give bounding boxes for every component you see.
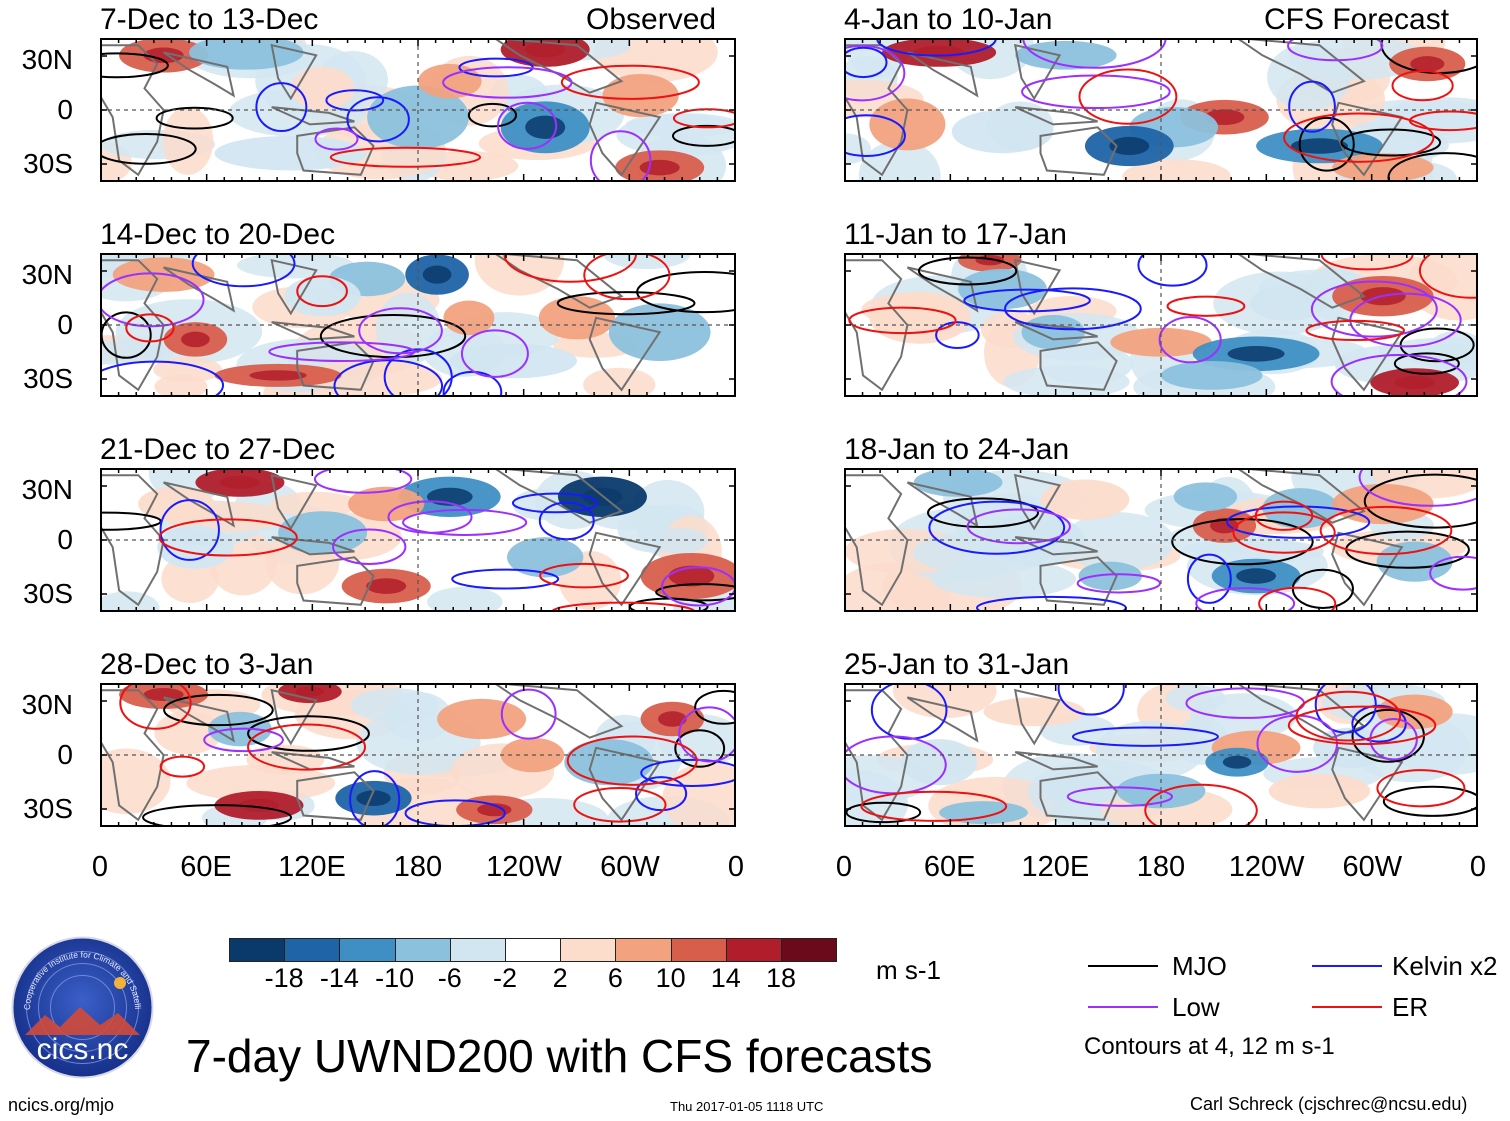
footer-credit: Carl Schreck (cjschrec@ncsu.edu) (1190, 1094, 1468, 1114)
x-axis-label: 120W (486, 851, 562, 883)
x-axis-label: 60W (1342, 851, 1403, 883)
y-axis-label: 30S (23, 578, 73, 609)
panel-date-label: 18-Jan to 24-Jan (844, 433, 1070, 466)
colorbar-swatch (229, 938, 286, 962)
colorbar-tick-label: 10 (655, 963, 686, 993)
x-axis-label: 0 (91, 851, 109, 883)
colorbar-tick-label: 18 (765, 963, 797, 993)
panel-date-label: 7-Dec to 13-Dec (100, 3, 319, 36)
map-panel-obs-1 (100, 38, 736, 182)
panel-date-label: 4-Jan to 10-Jan (844, 3, 1053, 36)
colorbar-units: m s-1 (876, 955, 941, 985)
x-axis-label: 0 (835, 851, 853, 883)
colorbar-swatch (394, 938, 451, 962)
y-axis-label: 30N (21, 259, 73, 290)
legend-line-er (1312, 1006, 1382, 1008)
colorbar-swatch (560, 938, 617, 962)
legend-line-kelvin (1312, 965, 1382, 967)
map-panel-fcst-2 (844, 253, 1478, 397)
colorbar-tick-label: 14 (710, 963, 741, 993)
colorbar-swatch (781, 938, 838, 962)
y-axis-label: 0 (57, 94, 73, 125)
x-axis-label: 120W (1228, 851, 1305, 883)
y-axis-label: 0 (57, 309, 73, 340)
colorbar-tick-label: -6 (437, 963, 462, 993)
y-axis-label: 0 (57, 524, 73, 555)
map-panel-fcst-3 (844, 468, 1478, 612)
colorbar-tick-label: 2 (552, 963, 568, 993)
chart-title: 7-day UWND200 with CFS forecasts (186, 1030, 933, 1082)
colorbar-tick-label: 6 (607, 963, 623, 993)
map-panel-obs-4 (100, 683, 736, 827)
map-panel-obs-2 (100, 253, 736, 397)
x-axis-label: 60W (600, 851, 660, 883)
colorbar-tick-label: -14 (319, 963, 359, 993)
y-axis-label: 30S (23, 793, 73, 824)
y-axis-label: 30N (21, 44, 73, 75)
footer-url: ncics.org/mjo (8, 1095, 115, 1115)
legend-label-kelvin: Kelvin x2 (1392, 951, 1498, 981)
x-axis-label: 120E (1021, 851, 1090, 883)
panel-date-label: 14-Dec to 20-Dec (100, 218, 336, 251)
x-axis-label: 60E (180, 851, 232, 883)
x-axis-label: 60E (923, 851, 976, 883)
x-axis-label: 180 (393, 851, 443, 883)
panel-date-label: 21-Dec to 27-Dec (100, 433, 336, 466)
panel-date-label: 11-Jan to 17-Jan (844, 218, 1067, 251)
y-axis-label: 30N (21, 689, 73, 720)
colorbar-swatch (449, 938, 506, 962)
colorbar-swatch (339, 938, 396, 962)
x-axis-label: 120E (278, 851, 346, 883)
panel-date-label: 28-Dec to 3-Jan (100, 648, 314, 681)
cics-logo: Cooperative Institute for Climate and Sa… (10, 935, 154, 1079)
map-panel-fcst-1 (844, 38, 1478, 182)
logo-text: cics.nc (37, 1033, 129, 1066)
y-axis-label: 30N (21, 474, 73, 505)
footer-timestamp: Thu 2017-01-05 1118 UTC (670, 1099, 824, 1114)
colorbar-swatch (725, 938, 782, 962)
panel-header-right: CFS Forecast (1264, 3, 1450, 36)
legend-label-low: Low (1172, 992, 1220, 1022)
colorbar-swatch (615, 938, 672, 962)
colorbar-tick-label: -10 (375, 963, 415, 993)
contours-note: Contours at 4, 12 m s-1 (1084, 1033, 1335, 1060)
x-axis-label: 0 (1469, 851, 1487, 883)
y-axis-label: 30S (23, 363, 73, 394)
panel-date-label: 25-Jan to 31-Jan (844, 648, 1070, 681)
colorbar-tick-label: -2 (492, 963, 517, 993)
y-axis-label: 30S (23, 148, 73, 179)
x-axis-label: 180 (1136, 851, 1186, 883)
legend-line-low (1088, 1006, 1158, 1008)
colorbar-swatch (505, 938, 562, 962)
y-axis-label: 0 (57, 739, 73, 770)
colorbar-tick-label: -18 (264, 963, 304, 993)
map-panel-fcst-4 (844, 683, 1478, 827)
colorbar-swatch (284, 938, 341, 962)
colorbar-swatch (670, 938, 727, 962)
map-panel-obs-3 (100, 468, 736, 612)
legend-label-er: ER (1392, 992, 1429, 1022)
panel-header-right: Observed (586, 3, 717, 36)
legend-label-mjo: MJO (1172, 951, 1227, 981)
x-axis-label: 0 (727, 851, 745, 883)
legend-line-mjo (1088, 965, 1158, 967)
